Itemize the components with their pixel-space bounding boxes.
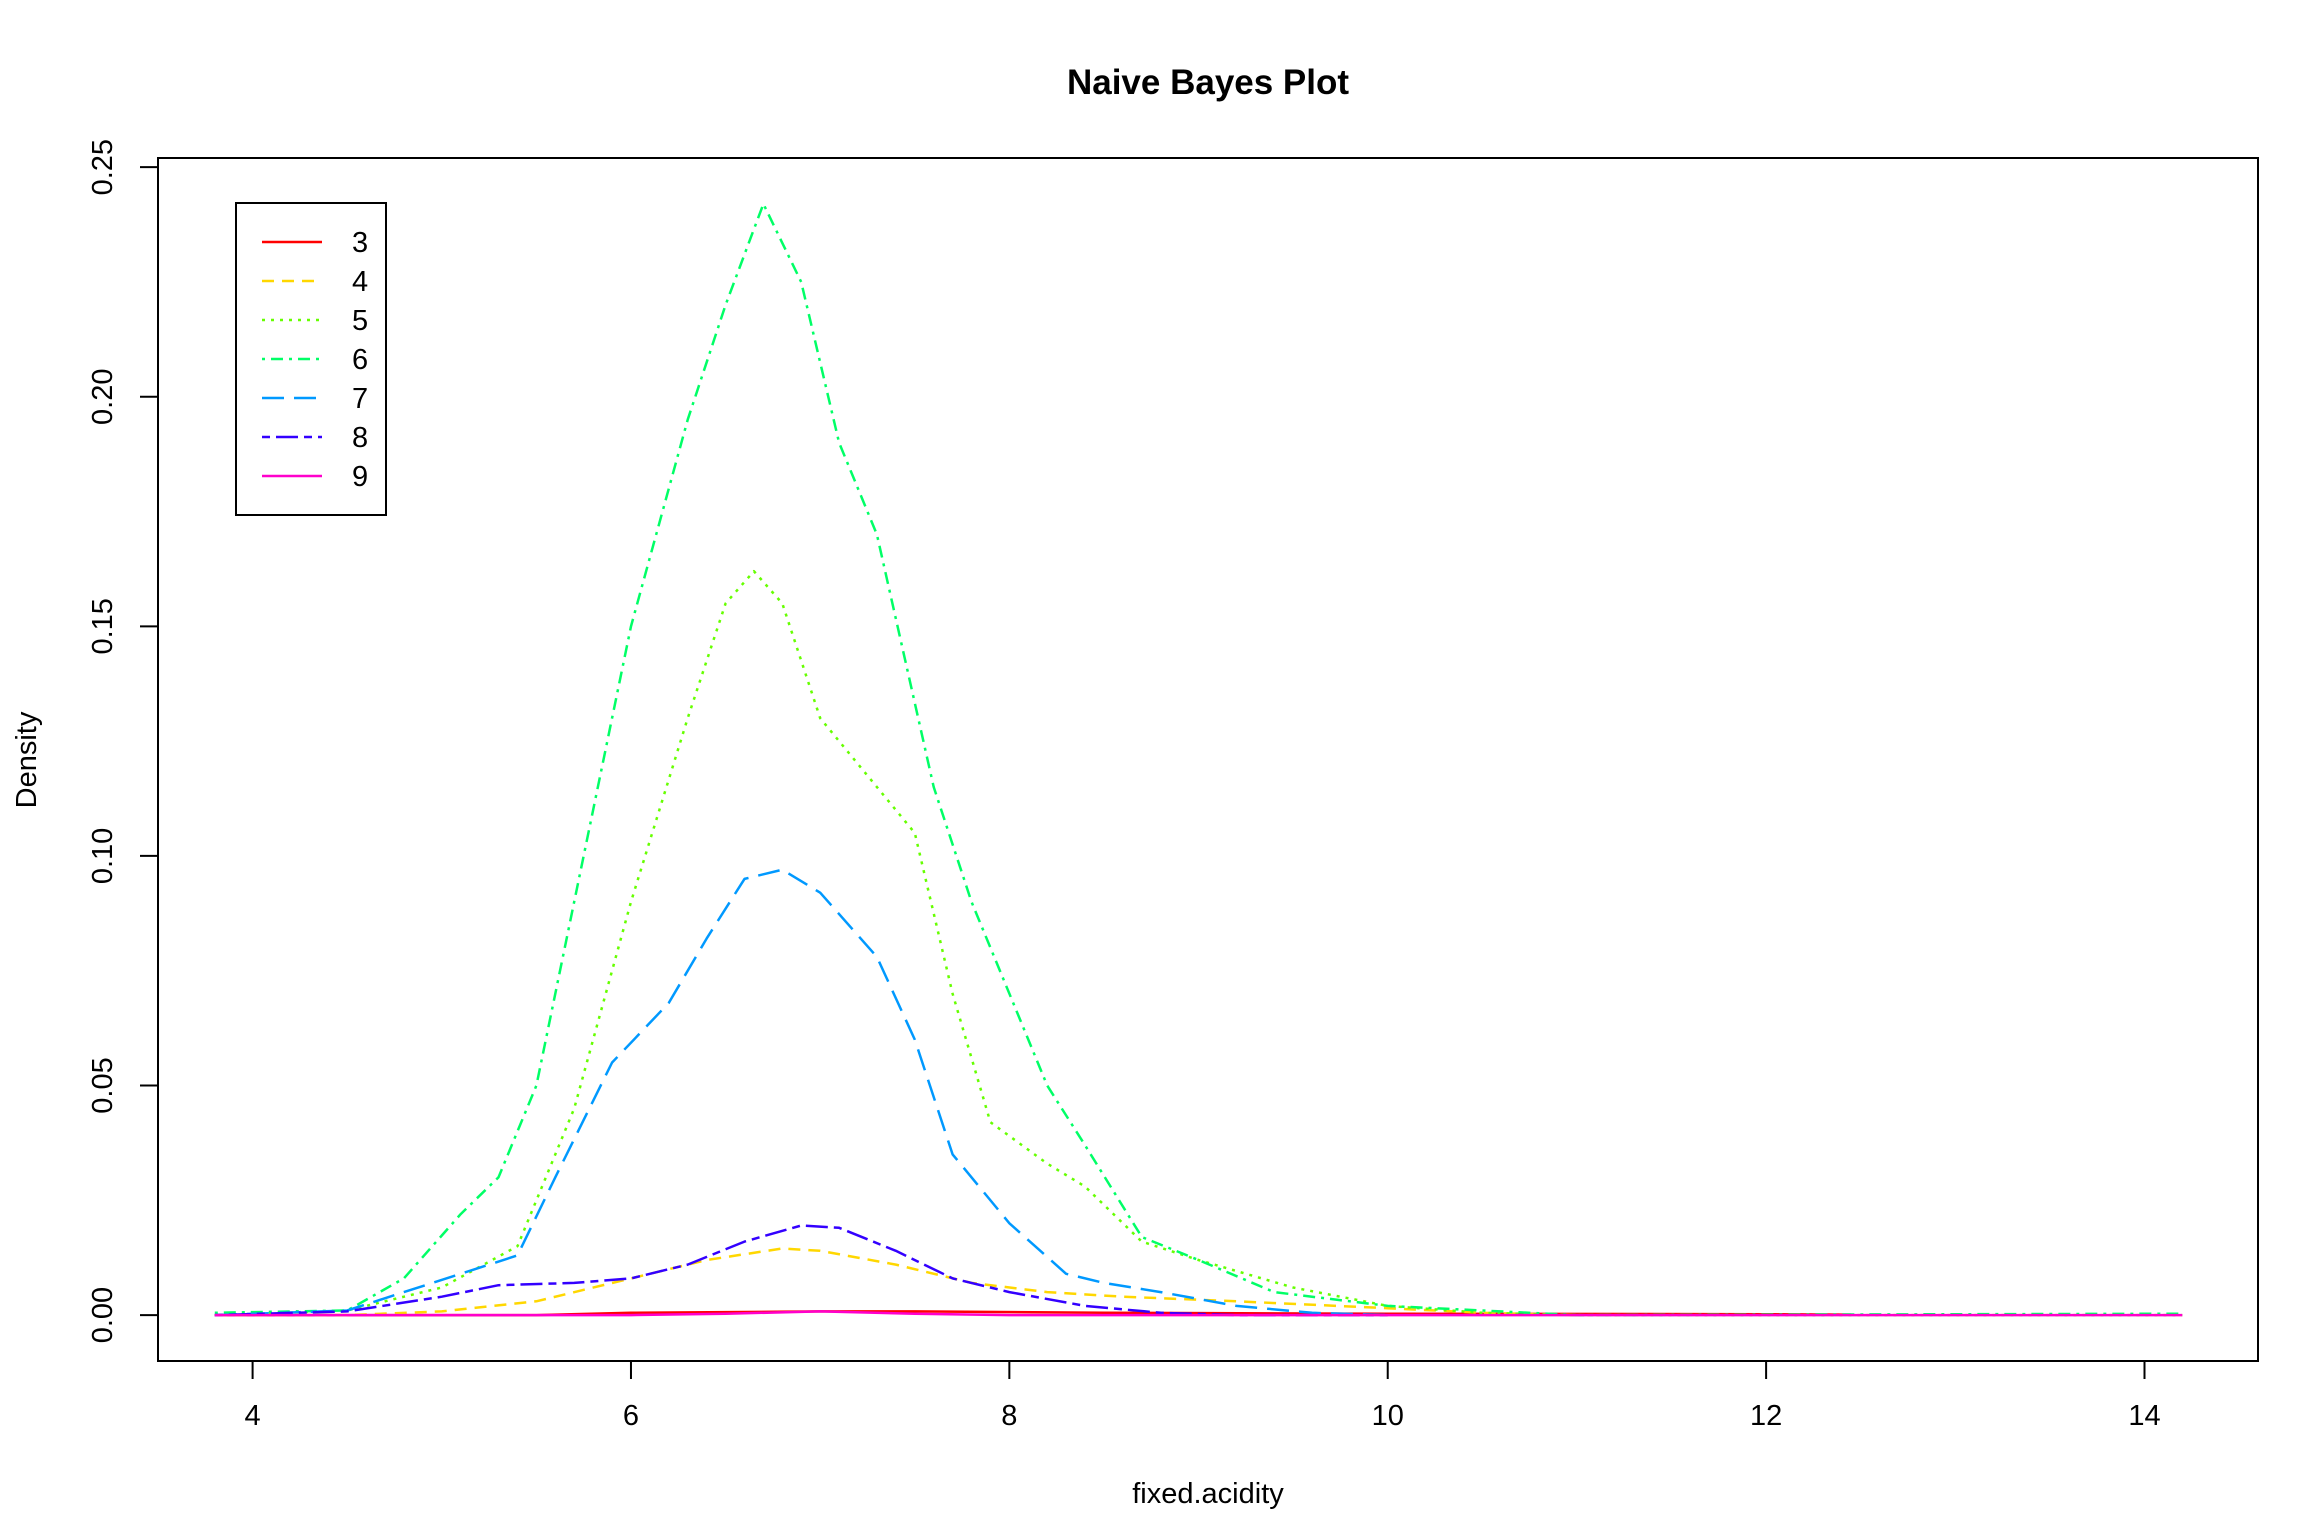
x-axis-label: fixed.acidity [1132, 1478, 1284, 1510]
legend-label-8: 8 [352, 422, 368, 454]
x-tick-label: 14 [2128, 1400, 2160, 1432]
series-line-8 [214, 1224, 1388, 1317]
y-tick-label: 0.20 [87, 369, 119, 425]
y-tick-label: 0.15 [87, 598, 119, 654]
y-axis: 0.00 0.05 0.10 0.15 0.20 0.25 [87, 139, 159, 1343]
legend-box [235, 202, 387, 516]
plot-frame [157, 157, 2259, 1362]
y-tick-label: 0.25 [87, 139, 119, 195]
x-tick-label: 10 [1372, 1400, 1404, 1432]
series-line-6 [214, 202, 2183, 1317]
legend-label-6: 6 [352, 344, 368, 376]
x-tick-label: 6 [623, 1400, 639, 1432]
y-axis-label: Density [11, 711, 43, 808]
y-tick-label: 0.00 [87, 1287, 119, 1343]
legend-label-7: 7 [352, 383, 368, 415]
legend-label-4: 4 [352, 266, 368, 298]
y-tick-label: 0.10 [87, 828, 119, 884]
legend: 3 4 5 6 7 8 9 [235, 202, 387, 516]
series-line-5 [214, 569, 2183, 1317]
series-line-7 [214, 868, 1388, 1317]
series-line-4 [214, 1247, 1577, 1317]
legend-label-9: 9 [352, 461, 368, 493]
chart-title: Naive Bayes Plot [1067, 63, 1349, 102]
x-tick-label: 4 [245, 1400, 261, 1432]
y-tick-label: 0.05 [87, 1057, 119, 1113]
x-tick-label: 12 [1750, 1400, 1782, 1432]
x-tick-label: 8 [1001, 1400, 1017, 1432]
series-line-9 [214, 1310, 2183, 1317]
legend-label-5: 5 [352, 305, 368, 337]
legend-label-3: 3 [352, 227, 368, 259]
series-layer [214, 202, 2183, 1317]
x-axis: 4 6 8 10 12 14 [245, 1360, 2161, 1432]
